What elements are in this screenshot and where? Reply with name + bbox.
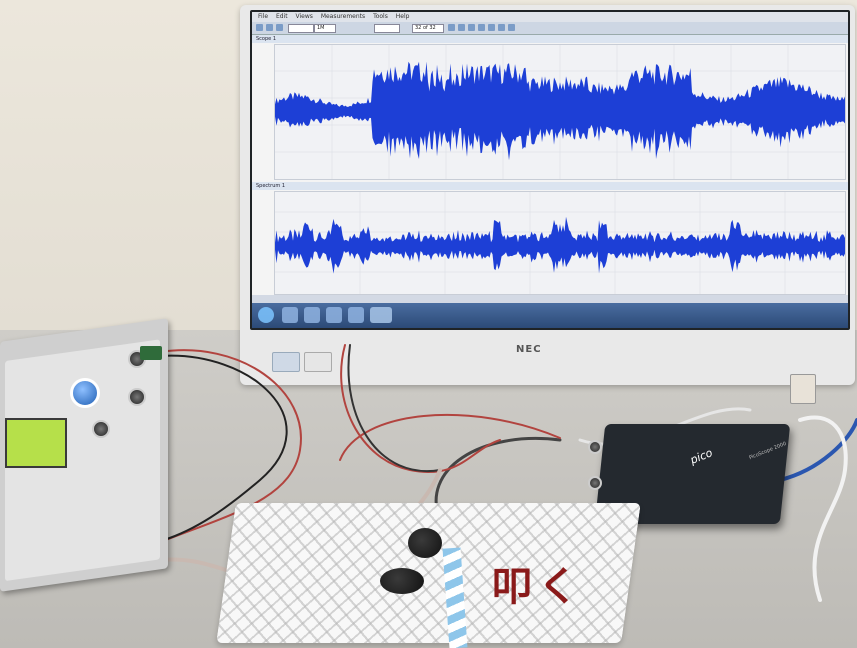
range-select[interactable] [374,24,400,33]
menu-edit[interactable]: Edit [275,13,288,20]
taskbar-picoscope-icon[interactable] [370,307,392,323]
scope-waveform [275,45,845,179]
monitor-screen: File Edit Views Measurements Tools Help … [252,12,848,328]
toolbar: 1M 32 of 32 [252,22,848,35]
start-button-icon[interactable] [258,307,274,323]
menu-tools[interactable]: Tools [373,13,388,20]
monitor-brand-logo: NEC [516,344,542,355]
toolbar-save-icon[interactable] [276,24,283,31]
toolbar-home-icon[interactable] [256,24,263,31]
bnc-connector-3 [92,420,110,438]
taskbar-ie-icon[interactable] [282,307,298,323]
zoom-out-icon[interactable] [478,24,485,31]
hand-icon[interactable] [458,24,465,31]
toolbar-open-icon[interactable] [266,24,273,31]
piezo-sensor-1 [408,528,442,558]
annotation-text: 叩く [492,564,584,610]
scope-envelope [275,61,845,161]
scope-plot[interactable] [274,44,846,180]
spectrum-plot[interactable] [274,191,846,295]
scope-view-header: Scope 1 [252,35,848,43]
spectrum-waveform [275,192,845,294]
piezo-sensor-2 [380,568,424,594]
status-bar [252,295,848,303]
windows-sticker [304,352,332,372]
zoom-fit-icon[interactable] [488,24,495,31]
taskbar-app-icon[interactable] [348,307,364,323]
zoom-reset-icon[interactable] [508,24,515,31]
menu-bar: File Edit Views Measurements Tools Help [252,12,848,22]
buffer-navigator[interactable]: 32 of 32 [412,24,444,33]
function-generator-knob[interactable] [70,378,100,408]
menu-file[interactable]: File [258,13,269,20]
scope-view-title: Scope 1 [256,36,277,42]
label-sticker [790,374,816,404]
spectrum-view-header: Spectrum 1 [252,182,848,190]
zoom-undo-icon[interactable] [498,24,505,31]
menu-measurements[interactable]: Measurements [320,13,366,20]
function-generator-display [5,418,67,468]
timebase-select[interactable] [288,24,314,33]
menu-views[interactable]: Views [295,13,313,20]
zoom-in-icon[interactable] [468,24,475,31]
spectrum-envelope [275,216,845,274]
spectrum-view-title: Spectrum 1 [256,183,285,189]
oscilloscope-channel-b [588,476,602,490]
windows-taskbar [252,303,848,328]
intel-sticker [272,352,300,372]
oscilloscope-channel-a [588,440,602,454]
samples-select[interactable]: 1M [314,24,336,33]
menu-help[interactable]: Help [395,13,410,20]
bnc-connector-2 [128,388,146,406]
taskbar-media-icon[interactable] [326,307,342,323]
terminal-adapter [140,346,162,360]
taskbar-explorer-icon[interactable] [304,307,320,323]
pointer-icon[interactable] [448,24,455,31]
